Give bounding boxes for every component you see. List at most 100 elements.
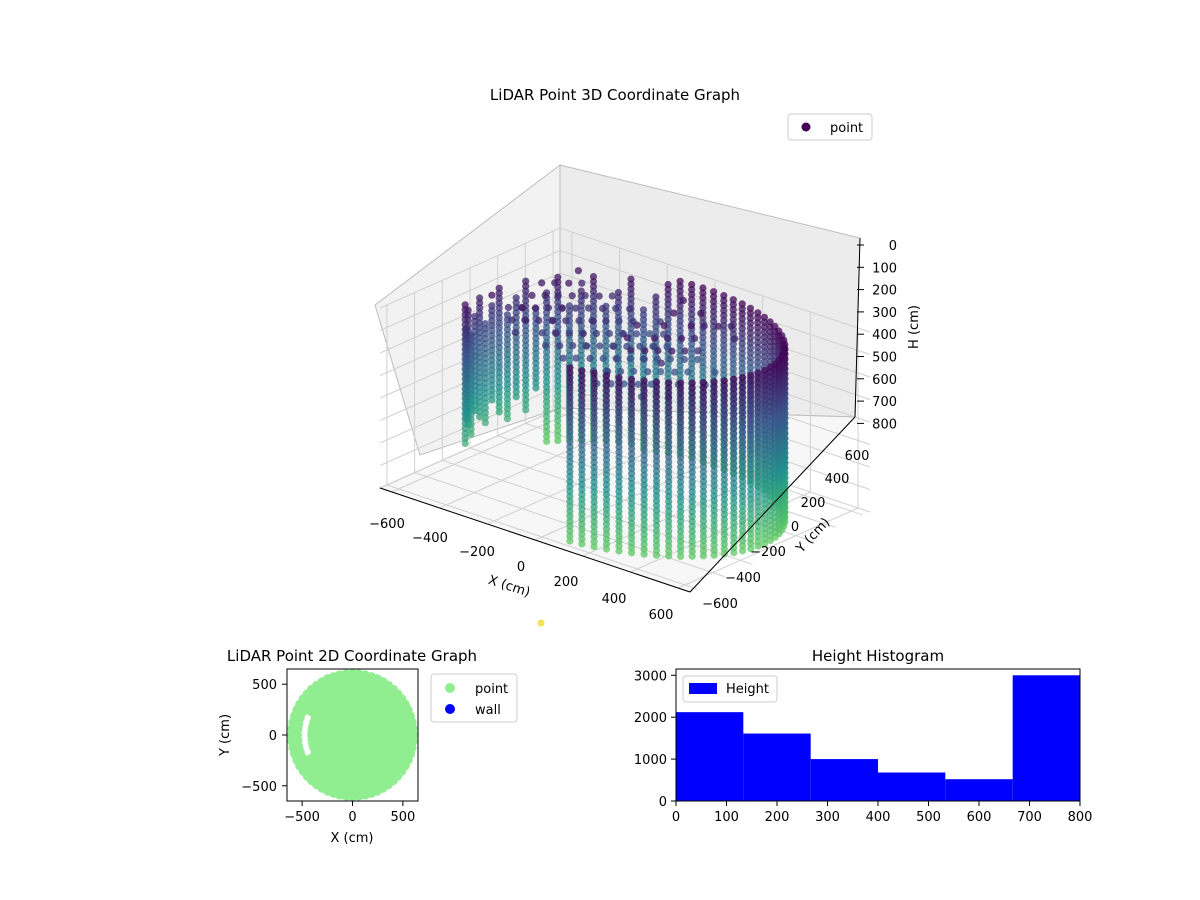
- 3d-point: [710, 347, 718, 355]
- 3d-point: [644, 368, 652, 376]
- 3d-point: [739, 482, 747, 490]
- 3d-point: [590, 483, 598, 491]
- 3d-point: [554, 397, 562, 405]
- 3d-point: [615, 497, 623, 506]
- 3d-point: [628, 504, 636, 512]
- 3d-point: [747, 530, 755, 538]
- 3d-point: [676, 342, 684, 350]
- 3d-point: [522, 316, 530, 324]
- chart-2d-title: LiDAR Point 2D Coordinate Graph: [227, 647, 477, 665]
- 3d-point: [572, 304, 580, 312]
- 3d-point: [714, 322, 722, 330]
- 3d-point: [663, 343, 671, 351]
- 3d-point: [461, 405, 469, 413]
- 3d-point: [730, 544, 738, 552]
- 3d-point: [615, 317, 623, 325]
- 3d-point: [761, 371, 769, 379]
- 3d-point: [554, 417, 562, 425]
- 3d-point: [688, 542, 696, 550]
- 3d-point: [558, 304, 567, 312]
- 3d-point: [697, 309, 705, 317]
- 3d-point: [512, 294, 520, 302]
- 3d-point: [590, 384, 598, 392]
- 3d-point: [602, 391, 611, 400]
- 3d-point: [532, 379, 540, 387]
- 3d-point: [730, 425, 738, 433]
- 3d-point: [608, 292, 616, 300]
- 3d-point: [578, 530, 586, 538]
- histogram-bars: [676, 675, 1080, 801]
- 3d-point: [699, 333, 707, 342]
- 3d-point: [766, 447, 775, 455]
- 3d-point: [471, 312, 479, 321]
- 3d-point: [677, 379, 685, 387]
- 3d-point: [688, 280, 696, 289]
- 3d-point: [579, 330, 587, 338]
- 3d-point: [640, 407, 648, 415]
- 3d-point: [699, 542, 708, 550]
- 3d-point: [747, 470, 755, 478]
- legend-3d: point: [787, 113, 873, 141]
- 3d-point: [488, 361, 496, 369]
- 3d-point: [729, 370, 737, 378]
- 3d-point: [640, 545, 648, 553]
- 3d-point: [710, 551, 718, 559]
- 3d-point: [720, 411, 728, 419]
- 3d-point: [640, 436, 648, 444]
- 3d-point: [535, 316, 543, 324]
- 3d-point: [585, 304, 593, 312]
- 3d-point: [754, 503, 762, 511]
- 3d-point: [602, 471, 611, 479]
- 3d-point: [602, 382, 611, 390]
- 3d-point: [754, 413, 762, 422]
- y-tick-3d: 200: [801, 496, 826, 511]
- 3d-point: [628, 385, 636, 393]
- 3d-point: [578, 510, 586, 518]
- 3d-point: [720, 451, 728, 459]
- 3d-point: [665, 473, 673, 481]
- 3d-point: [710, 492, 718, 500]
- 3d-point: [761, 381, 769, 389]
- 3d-point: [627, 290, 635, 298]
- 3d-point: [562, 317, 570, 325]
- 3d-point: [495, 363, 503, 371]
- 3d-point: [760, 338, 769, 346]
- 3d-point: [628, 484, 636, 492]
- 3d-point: [699, 463, 708, 471]
- 3d-point: [665, 403, 673, 411]
- 3d-point: [766, 457, 775, 465]
- 3d-point: [565, 279, 573, 287]
- 3d-point: [720, 441, 728, 449]
- 3d-point: [640, 377, 648, 385]
- 3d-point: [699, 482, 708, 491]
- 3d-point: [766, 467, 775, 475]
- 3d-point: [602, 322, 610, 330]
- 3d-point: [754, 443, 762, 451]
- 3d-point: [730, 524, 738, 532]
- 3d-point: [602, 401, 611, 409]
- 3d-point: [754, 423, 762, 431]
- 3d-point: [739, 393, 747, 401]
- 3d-point: [761, 440, 769, 449]
- 3d-point: [761, 421, 769, 429]
- 3d-point: [754, 374, 762, 382]
- 3d-point: [538, 329, 546, 337]
- 2d-point: [307, 725, 318, 736]
- 3d-point: [495, 403, 503, 411]
- 3d-point: [665, 423, 673, 431]
- x-axis-label-3d: X (cm): [486, 573, 532, 601]
- x-tick-hist: 300: [815, 810, 840, 825]
- 3d-point: [628, 465, 636, 473]
- 3d-point: [640, 525, 648, 534]
- 3d-point: [495, 294, 503, 302]
- 3d-point: [504, 303, 512, 312]
- 3d-point: [761, 510, 769, 518]
- 3d-point: [481, 320, 489, 328]
- 3d-point: [754, 483, 762, 491]
- x-axis-line-3d: [379, 487, 691, 593]
- chart-3d-title: LiDAR Point 3D Coordinate Graph: [490, 86, 740, 104]
- 3d-point: [495, 353, 503, 362]
- 3d-point: [615, 428, 623, 436]
- 3d-point: [578, 401, 586, 409]
- 3d-point: [652, 372, 660, 380]
